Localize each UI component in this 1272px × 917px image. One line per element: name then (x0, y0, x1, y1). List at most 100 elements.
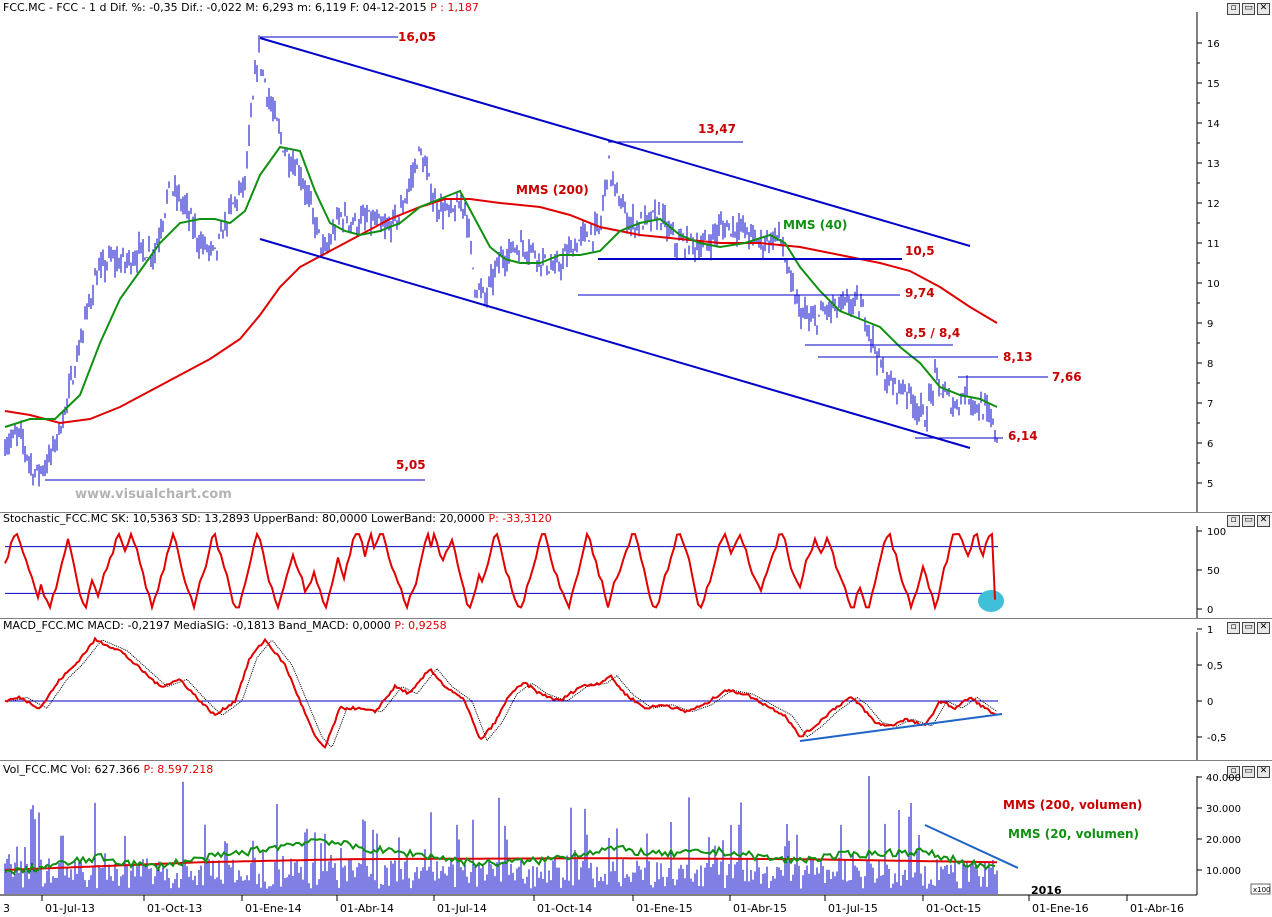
maximize-icon[interactable]: ▭ (1242, 3, 1255, 15)
close-icon[interactable]: ✕ (1257, 766, 1270, 778)
price-annotation-label: 8,5 / 8,4 (905, 326, 960, 340)
volume-header-text: Vol_FCC.MC Vol: 627.366 (3, 763, 140, 776)
stoch-highlight-circle (978, 590, 1004, 612)
x-axis-tick-label: 01-Abr-16 (1130, 902, 1184, 915)
macd-chart: -0,5 0 0,5 1 (0, 618, 1272, 760)
macd-y-tick-label: -0,5 (1207, 733, 1227, 744)
price-y-tick-label: 13 (1207, 159, 1220, 170)
volume-trend-line (924, 824, 1019, 869)
stochastic-header-p: P: -33,3120 (488, 512, 552, 525)
volume-unit-box (1250, 883, 1271, 895)
x-axis-bg (0, 895, 1197, 917)
price-window-buttons: ▫ ▭ ✕ (1227, 3, 1270, 15)
price-annotation-label: 9,74 (905, 286, 935, 300)
x-axis-tick-label: 01-Oct-15 (926, 902, 981, 915)
stochastic-chart: 0 50 100 (0, 512, 1272, 618)
volume-y-tick-label: 20.000 (1206, 835, 1241, 846)
volume-window-buttons: ▫ ▭ ✕ (1227, 766, 1270, 778)
price-y-tick-label: 5 (1207, 479, 1213, 490)
volume-header: Vol_FCC.MC Vol: 627.366 P: 8.597.218 (3, 763, 213, 776)
minimize-icon[interactable]: ▫ (1227, 3, 1240, 15)
x-axis-tick-label: 01-Abr-15 (733, 902, 787, 915)
x-axis-tick-label: 01-Oct-14 (537, 902, 592, 915)
volume-y-tick-label: 30.000 (1206, 804, 1241, 815)
volume-mms20-line (4, 838, 996, 876)
close-icon[interactable]: ✕ (1257, 3, 1270, 15)
maximize-icon[interactable]: ▭ (1242, 515, 1255, 527)
price-y-tick-label: 11 (1207, 239, 1220, 250)
macd-signal-line (5, 639, 998, 748)
price-header-values: Dif. %: -0,35 Dif.: -0,022 M: 6,293 m: 6… (109, 1, 427, 14)
price-annotation-label: MMS (200) (516, 183, 589, 197)
volume-pane: Vol_FCC.MC Vol: 627.366 P: 8.597.218 ▫ ▭… (0, 760, 1272, 917)
stochastic-pane: Stochastic_FCC.MC SK: 10,5363 SD: 13,289… (0, 512, 1272, 618)
price-header-p: P : 1,187 (430, 1, 479, 14)
price-chart: 5 6 7 8 9 10 11 12 13 14 15 16 16,05 13,47 10,5 9,74 8,5… (0, 12, 1220, 512)
price-y-tick-label: 16 (1207, 39, 1220, 50)
price-annotation-label: 16,05 (398, 30, 436, 44)
macd-window-buttons: ▫ ▭ ✕ (1227, 622, 1270, 634)
price-header-symbol: FCC.MC - FCC - 1 d (3, 1, 107, 14)
maximize-icon[interactable]: ▭ (1242, 622, 1255, 634)
price-annotation-label: 7,66 (1052, 370, 1082, 384)
macd-header-p: P: 0,9258 (394, 619, 447, 632)
macd-header: MACD_FCC.MC MACD: -0,2197 MediaSIG: -0,1… (3, 619, 447, 632)
volume-mms20-label: MMS (20, volumen) (1008, 827, 1139, 841)
close-icon[interactable]: ✕ (1257, 515, 1270, 527)
price-annotation-label: 10,5 (905, 244, 935, 258)
price-plot-bg (0, 12, 1197, 512)
macd-header-text: MACD_FCC.MC MACD: -0,2197 MediaSIG: -0,1… (3, 619, 391, 632)
stoch-y-tick-label: 50 (1207, 566, 1220, 577)
stochastic-header-text: Stochastic_FCC.MC SK: 10,5363 SD: 13,289… (3, 512, 485, 525)
macd-trend-line (799, 713, 1003, 742)
x-axis-year-label: 2016 (1031, 884, 1062, 897)
price-y-tick-label: 6 (1207, 439, 1213, 450)
stochastic-window-buttons: ▫ ▭ ✕ (1227, 515, 1270, 527)
x-axis-tick-label: 01-Abr-14 (340, 902, 394, 915)
maximize-icon[interactable]: ▭ (1242, 766, 1255, 778)
price-y-tick-label: 9 (1207, 319, 1213, 330)
x-axis-tick-label: 01-Ene-16 (1032, 902, 1089, 915)
volume-y-tick-label: 10.000 (1206, 866, 1241, 877)
minimize-icon[interactable]: ▫ (1227, 515, 1240, 527)
price-y-tick-label: 15 (1207, 79, 1220, 90)
macd-y-tick-label: 1 (1207, 625, 1213, 636)
macd-y-tick-label: 0,5 (1207, 661, 1223, 672)
minimize-icon[interactable]: ▫ (1227, 766, 1240, 778)
volume-mms200-label: MMS (200, volumen) (1003, 798, 1142, 812)
volume-header-p: P: 8.597.218 (143, 763, 214, 776)
stoch-y-tick-label: 100 (1207, 527, 1226, 538)
channel-lower-line (259, 238, 971, 449)
stoch-y-tick-label: 0 (1207, 605, 1213, 616)
x-axis-tick-label: 01-Ene-15 (636, 902, 693, 915)
x-axis-tick-label: 01-Jul-15 (828, 902, 878, 915)
x-axis-tick-label: 01-Jul-14 (437, 902, 487, 915)
x-axis-tick-label: 01-Ene-14 (245, 902, 302, 915)
close-icon[interactable]: ✕ (1257, 622, 1270, 634)
price-pane: FCC.MC - FCC - 1 d Dif. %: -0,35 Dif.: -… (0, 1, 1270, 512)
price-annotation-label: 5,05 (396, 458, 426, 472)
watermark: www.visualchart.com (75, 487, 232, 502)
stochastic-header: Stochastic_FCC.MC SK: 10,5363 SD: 13,289… (3, 512, 552, 525)
price-annotation-label: MMS (40) (783, 218, 847, 232)
price-y-tick-label: 14 (1207, 119, 1220, 130)
price-annotation-label: 13,47 (698, 122, 736, 136)
macd-y-tick-label: 0 (1207, 697, 1213, 708)
macd-line (4, 636, 998, 749)
x-axis-tick-label: 01-Jul-13 (45, 902, 95, 915)
volume-chart: 10.000 20.000 30.000 40.000 x100 MMS (200, vo… (0, 760, 1272, 917)
price-y-tick-label: 10 (1207, 279, 1220, 290)
macd-pane: MACD_FCC.MC MACD: -0,2197 MediaSIG: -0,1… (0, 618, 1272, 760)
price-annotation-label: 8,13 (1003, 350, 1033, 364)
x-axis-left-edge-label: 3 (3, 902, 10, 915)
mms200-line (4, 198, 998, 425)
stoch-sk-line (4, 530, 996, 612)
mms40-line (4, 145, 998, 428)
minimize-icon[interactable]: ▫ (1227, 622, 1240, 634)
volume-y-tick-label: 40.000 (1206, 773, 1241, 784)
price-header: FCC.MC - FCC - 1 d Dif. %: -0,35 Dif.: -… (3, 1, 479, 14)
volume-unit-label: x100 (1253, 886, 1271, 894)
price-y-tick-label: 8 (1207, 359, 1213, 370)
price-y-tick-label: 7 (1207, 399, 1213, 410)
price-annotation-label: 6,14 (1008, 429, 1038, 443)
